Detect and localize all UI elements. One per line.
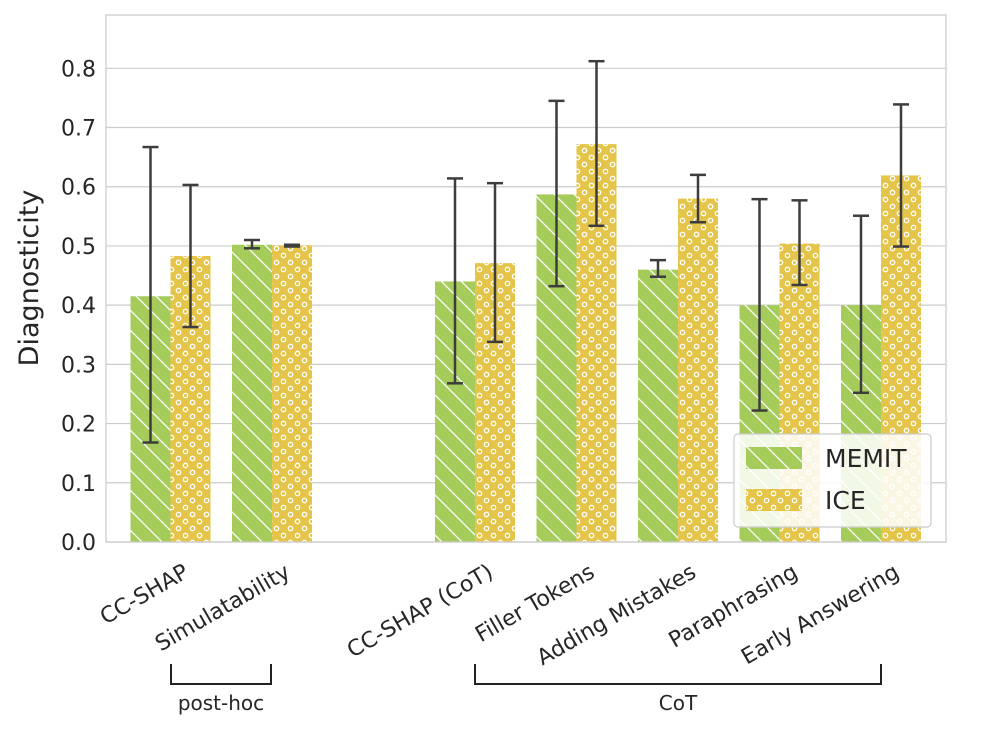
error-bar-memit <box>548 99 565 288</box>
error-bar-memit <box>853 214 869 395</box>
y-tick-label: 0.4 <box>61 294 96 319</box>
group-label-cot: CoT <box>659 691 698 715</box>
y-tick-label: 0.3 <box>61 353 96 378</box>
legend-swatch-memit <box>746 447 802 469</box>
error-bar-ice <box>284 243 300 248</box>
error-bar-ice <box>588 59 605 228</box>
y-tick-label: 0.8 <box>61 57 96 82</box>
y-tick-label: 0.7 <box>61 117 96 142</box>
error-bar-memit <box>751 197 768 412</box>
legend-swatch-ice <box>746 489 802 511</box>
legend-label-memit: MEMIT <box>825 444 907 473</box>
plot-frame <box>105 14 947 543</box>
error-bars <box>142 59 909 444</box>
y-tick-label: 0.6 <box>61 176 96 201</box>
group-brackets: post-hoc CoT <box>170 664 882 715</box>
error-bar-ice <box>690 173 706 224</box>
group-label-post-hoc: post-hoc <box>178 691 264 715</box>
error-bar-ice <box>791 199 808 287</box>
bracket-post-hoc <box>170 664 272 685</box>
error-bar-ice <box>487 181 503 344</box>
y-axis-label: Diagnosticity <box>14 190 45 367</box>
bar-ice <box>678 198 718 542</box>
y-axis-ticks: 0.0 0.1 0.2 0.3 0.4 0.5 0.6 0.7 0.8 <box>61 57 96 556</box>
y-tick-label: 0.5 <box>61 235 96 260</box>
x-tick-label: CC-SHAP (CoT) <box>343 560 497 664</box>
error-bar-ice <box>182 183 199 329</box>
error-bar-memit <box>142 145 159 444</box>
bracket-cot <box>474 664 882 685</box>
error-bar-memit <box>650 258 666 278</box>
error-bar-memit <box>447 177 463 385</box>
y-tick-label: 0.1 <box>61 472 96 497</box>
legend-label-ice: ICE <box>825 486 866 515</box>
bar-ice <box>272 245 312 542</box>
legend: MEMIT ICE <box>733 433 932 528</box>
error-bar-ice <box>893 103 909 248</box>
y-tick-label: 0.2 <box>61 413 96 438</box>
error-bar-memit <box>244 238 260 250</box>
y-tick-label: 0.0 <box>61 531 96 556</box>
bar-memit <box>638 269 678 542</box>
bar-memit <box>232 244 272 542</box>
